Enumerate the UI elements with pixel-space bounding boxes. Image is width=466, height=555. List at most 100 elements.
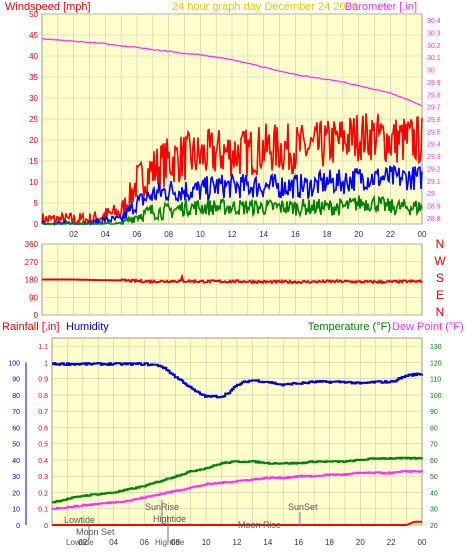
temperature-tick-label: 90 [430,409,438,416]
hightide-label: Hightide [153,514,186,524]
dewpoint-axis-title: Dew Point (°F) [392,321,464,333]
lowtide-label-2: Lowtide [66,538,94,547]
barometer-tick-label: 30.4 [427,18,441,25]
rain-humidity-series [52,362,423,526]
x-tick-label: 14 [263,538,272,547]
rain-hour-tick-labels: 02 04 06 08 10 12 14 16 18 20 22 00 [78,538,427,547]
rainfall-tick-label: 0.1 [38,507,48,514]
x-tick-label: 20 [354,230,363,239]
x-tick-label: 08 [171,538,180,547]
rainfall-tick-label: 0.3 [38,474,48,481]
direction-tick-label: 360 [25,240,39,249]
barometer-tick-label: 29.3 [427,154,441,161]
windspeed-axis-title: Windspeed [mph] [5,1,91,13]
chart-title: 24 hour graph day December 24 2020 [172,1,358,13]
x-tick-label: 02 [78,538,87,547]
temperature-axis-title: Temperature (°F) [308,321,391,333]
windspeed-tick-label: 0 [34,220,39,229]
x-tick-label: 06 [133,230,142,239]
humidity-tick-label: 70 [12,409,20,416]
humidity-tick-label: 90 [12,377,20,384]
barometer-tick-label: 29 [427,191,435,198]
temperature-tick-label: 40 [430,490,438,497]
moonrise-label: Moon Rise [238,520,281,530]
barometer-tick-label: 30.2 [427,43,441,50]
x-tick-label: 16 [291,230,300,239]
x-tick-label: 16 [294,538,303,547]
direction-tick-label: 0 [34,311,39,320]
barometer-tick-label: 29.2 [427,166,441,173]
temperature-tick-label: 110 [430,377,441,384]
x-tick-label: 04 [109,538,118,547]
direction-tick-label: 90 [29,293,38,302]
temperature-tick-label: 50 [430,474,438,481]
rain-series-line-3 [52,520,422,526]
windspeed-tick-label: 45 [29,31,38,40]
compass-letter-n: N [436,305,445,319]
rain-humidity-temperature-chart: Rainfall [,in] Humidity Temperature (°F)… [2,321,464,547]
windspeed-tick-labels: 0 5 10 15 20 25 30 35 40 45 50 [29,10,38,229]
windspeed-tick-label: 35 [29,73,38,82]
temperature-tick-label: 130 [430,344,442,351]
humidity-tick-label: 10 [12,507,20,514]
x-tick-label: 00 [418,230,427,239]
lowtide-label: Lowtide [64,515,95,525]
x-tick-label: 22 [387,538,396,547]
moonset-label: Moon Set [76,527,115,537]
barometer-axis-title: Barometer [,in] [345,1,417,13]
rain-series-line-2 [52,469,423,510]
windspeed-tick-label: 50 [29,10,38,19]
humidity-tick-label: 30 [12,474,20,481]
wind-series-line-1 [41,164,423,226]
wind-barometer-chart: Windspeed [mph] 24 hour graph day Decemb… [5,1,441,239]
humidity-tick-label: 50 [12,442,20,449]
temperature-tick-labels: 20 30 40 50 60 70 80 90 100 110 120 130 [430,344,442,530]
barometer-tick-label: 30.3 [427,31,441,38]
sunset-label: SunSet [288,502,318,512]
rainfall-tick-label: 0.9 [38,377,48,384]
barometer-tick-labels: 28.8 28.9 29 29.1 29.2 29.3 29.4 29.5 29.6 29.7 29… [427,18,441,223]
astronomy-events: Lowtide Moon Set Lowtide SunRise Hightid… [64,500,318,547]
barometer-tick-label: 28.8 [427,216,441,223]
windspeed-tick-label: 5 [34,199,39,208]
temperature-tick-label: 70 [430,442,438,449]
x-tick-label: 12 [233,538,242,547]
windspeed-tick-label: 15 [29,157,38,166]
rainfall-tick-label: 0.2 [38,490,48,497]
rainfall-tick-label: 0.7 [38,409,48,416]
barometer-tick-label: 29.5 [427,129,441,136]
compass-letter-s: S [436,271,444,285]
wind-series-line-2 [41,194,423,226]
windspeed-tick-label: 40 [29,52,38,61]
humidity-tick-label: 100 [8,360,20,367]
barometer-tick-label: 29.6 [427,117,441,124]
x-tick-label: 00 [418,538,427,547]
rain-series-line-1 [52,456,423,504]
barometer-tick-label: 28.9 [427,203,441,210]
rainfall-tick-label: 1 [44,360,48,367]
x-tick-label: 18 [323,230,332,239]
compass-letter-e: E [436,288,444,302]
rainfall-tick-label: 0.4 [38,458,48,465]
humidity-tick-label: 0 [16,523,20,530]
wind-hour-tick-labels: 02 04 06 08 10 12 14 16 18 20 22 00 [69,230,427,239]
rainfall-tick-labels: 0 0.1 0.2 0.3 0.4 0.5 0.6 0.7 0.8 0.9 1 1.1 [38,344,48,530]
rain-series-line-0 [52,362,423,399]
x-tick-label: 10 [202,538,211,547]
barometer-tick-label: 30 [427,68,435,75]
x-tick-label: 02 [69,230,78,239]
x-tick-label: 08 [164,230,173,239]
barometer-tick-label: 29.9 [427,80,441,87]
humidity-tick-labels: 0 10 20 30 40 50 60 70 80 90 100 [8,360,27,530]
x-tick-label: 10 [196,230,205,239]
x-tick-label: 12 [228,230,237,239]
rainfall-tick-label: 0.5 [38,442,48,449]
compass-letter-w: W [434,254,446,268]
direction-tick-label: 270 [25,258,39,267]
humidity-axis-title: Humidity [66,321,109,333]
temperature-tick-label: 20 [430,523,438,530]
